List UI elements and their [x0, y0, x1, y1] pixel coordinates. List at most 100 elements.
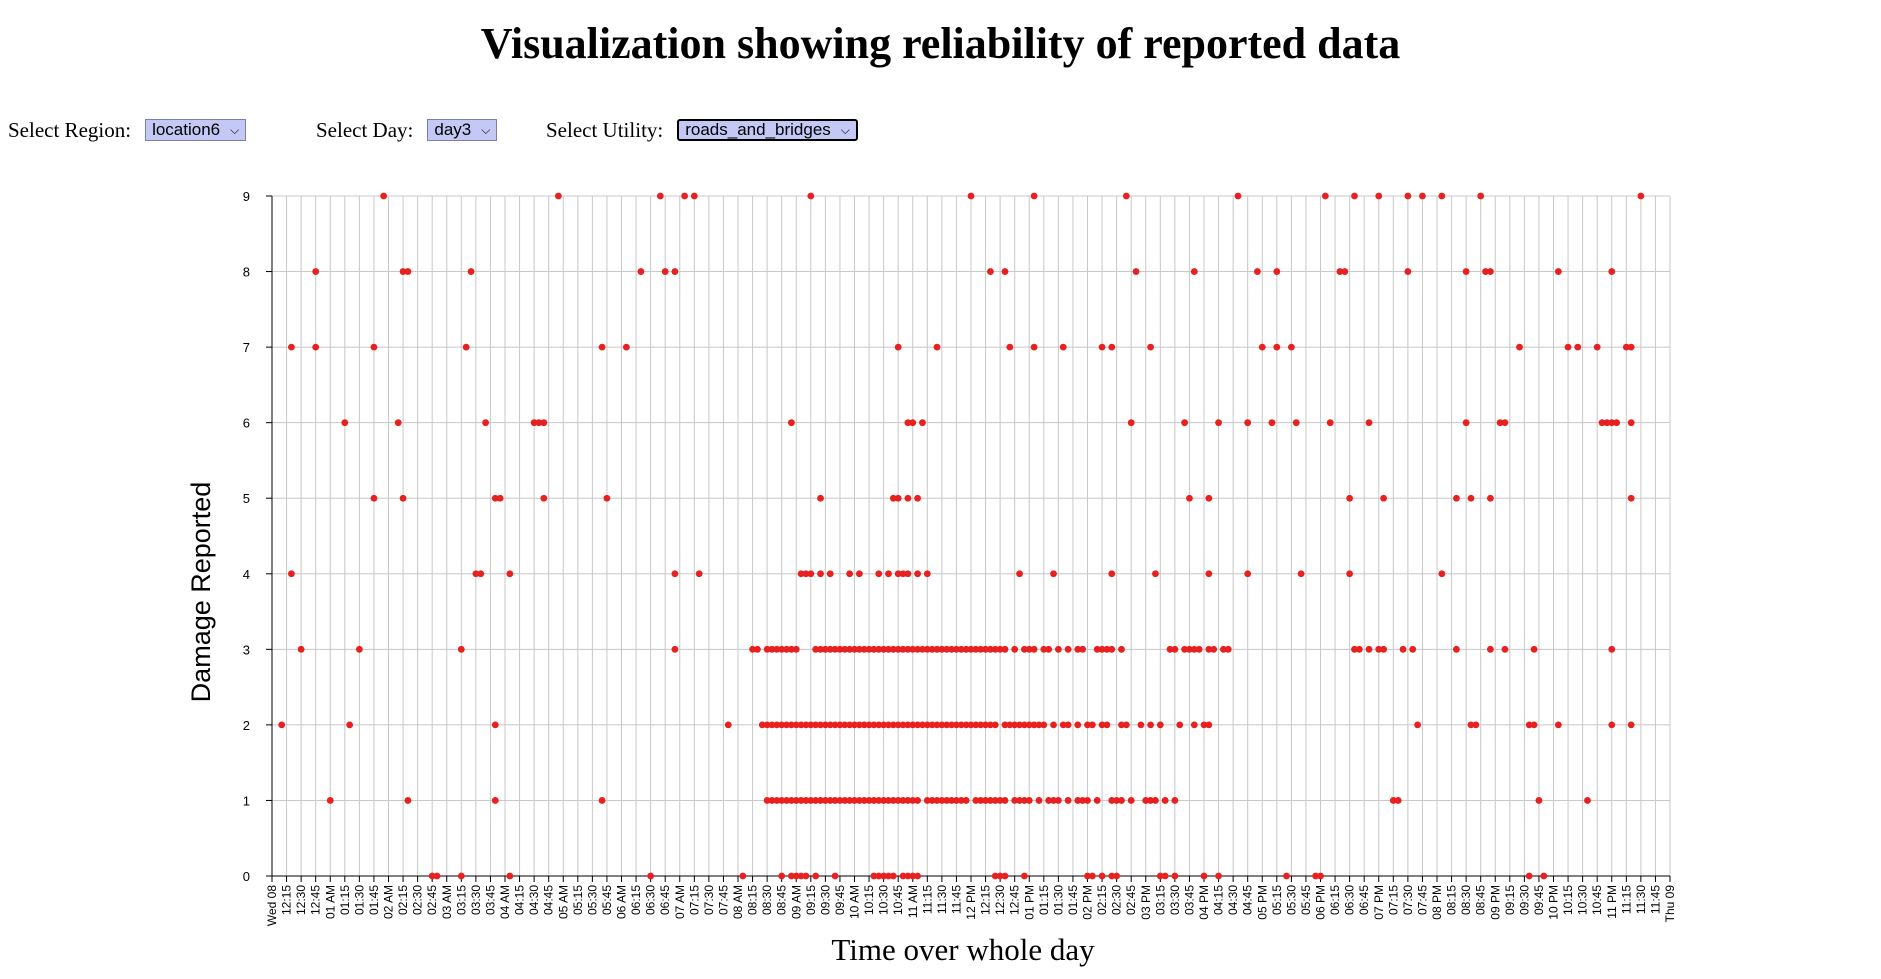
- data-point: [1205, 645, 1213, 653]
- data-point: [865, 721, 873, 729]
- day-control: Select Day: day3 ⌵: [316, 118, 546, 143]
- data-point: [1016, 721, 1023, 729]
- x-tick-label: 03 AM: [440, 885, 454, 919]
- data-point: [1438, 570, 1446, 578]
- data-point: [894, 570, 902, 578]
- x-tick-label: 10:45: [1590, 885, 1604, 915]
- data-point: [1593, 343, 1601, 351]
- data-point: [341, 419, 349, 427]
- data-point: [787, 797, 795, 804]
- data-point: [792, 721, 800, 729]
- data-point: [1142, 797, 1150, 804]
- data-point: [1453, 494, 1460, 502]
- data-point: [802, 872, 810, 880]
- data-point: [380, 192, 388, 200]
- data-point: [1113, 797, 1121, 804]
- data-point: [1525, 872, 1533, 880]
- data-point: [482, 419, 489, 427]
- data-point: [1035, 721, 1043, 729]
- data-point: [1205, 494, 1213, 502]
- data-point: [671, 645, 679, 653]
- data-point: [1006, 721, 1014, 729]
- data-point: [953, 645, 960, 653]
- data-point: [1103, 721, 1111, 729]
- data-point: [472, 570, 480, 578]
- data-point: [807, 192, 815, 200]
- data-point: [1186, 494, 1193, 502]
- x-tick-label: 01 PM: [1022, 885, 1036, 920]
- x-tick-label: 09:15: [804, 885, 818, 915]
- data-point: [1064, 645, 1072, 653]
- data-point: [506, 570, 514, 578]
- data-point: [875, 570, 883, 578]
- data-point: [1365, 645, 1373, 653]
- day-select-value: day3: [434, 120, 472, 139]
- data-point: [904, 645, 912, 653]
- data-point: [1054, 645, 1062, 653]
- x-tick-label: 06:15: [1328, 885, 1342, 915]
- data-point: [797, 570, 805, 578]
- data-point: [855, 570, 863, 578]
- x-tick-label: 07:30: [1401, 885, 1415, 915]
- data-point: [894, 343, 902, 351]
- data-point: [462, 343, 470, 351]
- day-select[interactable]: day3 ⌵: [427, 119, 498, 141]
- data-point: [889, 721, 897, 729]
- data-point: [1355, 645, 1363, 653]
- x-tick-label: 07:15: [687, 885, 701, 915]
- data-point: [1462, 268, 1470, 275]
- utility-select[interactable]: roads_and_bridges ⌵: [677, 119, 858, 141]
- data-point: [1118, 721, 1125, 729]
- x-tick-label: 03:15: [454, 885, 468, 915]
- data-point: [783, 721, 790, 729]
- data-point: [1030, 343, 1038, 351]
- data-point: [758, 721, 766, 729]
- data-point: [860, 645, 868, 653]
- data-point: [622, 343, 630, 351]
- data-point: [914, 645, 922, 653]
- data-point: [904, 797, 912, 804]
- data-point: [1161, 872, 1169, 880]
- data-point: [938, 721, 946, 729]
- data-point: [457, 645, 465, 653]
- data-point: [773, 797, 781, 804]
- region-select[interactable]: location6 ⌵: [145, 119, 247, 141]
- data-point: [943, 797, 951, 804]
- x-tick-label: 10:15: [1561, 885, 1575, 915]
- data-point: [554, 192, 562, 200]
- data-point: [491, 721, 499, 729]
- data-point: [894, 494, 902, 502]
- x-tick-label: 12:45: [309, 885, 323, 915]
- data-point: [1030, 721, 1038, 729]
- x-tick-label: 08:30: [760, 885, 774, 915]
- data-point: [914, 872, 922, 880]
- x-tick-label: 04:30: [1226, 885, 1240, 915]
- data-point: [972, 797, 980, 804]
- data-point: [904, 721, 912, 729]
- data-point: [870, 872, 878, 880]
- data-point: [865, 645, 873, 653]
- x-tick-label: 08 AM: [731, 885, 745, 919]
- data-point: [1365, 419, 1373, 427]
- data-point: [919, 721, 926, 729]
- x-tick-label: 03:45: [483, 885, 497, 915]
- x-tick-label: 05:45: [600, 885, 614, 915]
- data-point: [370, 343, 378, 351]
- data-point: [894, 797, 902, 804]
- x-tick-label: 04 AM: [498, 885, 512, 919]
- data-point: [880, 872, 888, 880]
- x-tick-label: 06 PM: [1314, 885, 1328, 920]
- data-point: [637, 268, 645, 275]
- data-point: [841, 645, 849, 653]
- data-point: [1020, 645, 1028, 653]
- data-point: [1147, 797, 1155, 804]
- data-point: [948, 721, 955, 729]
- x-axis-title: Time over whole day: [831, 932, 1095, 967]
- x-tick-label: 01:45: [1066, 885, 1080, 915]
- data-point: [889, 494, 897, 502]
- x-tick-label: 06:45: [658, 885, 672, 915]
- data-point: [1190, 645, 1198, 653]
- data-point: [530, 419, 538, 427]
- data-point: [938, 797, 946, 804]
- data-point: [943, 721, 951, 729]
